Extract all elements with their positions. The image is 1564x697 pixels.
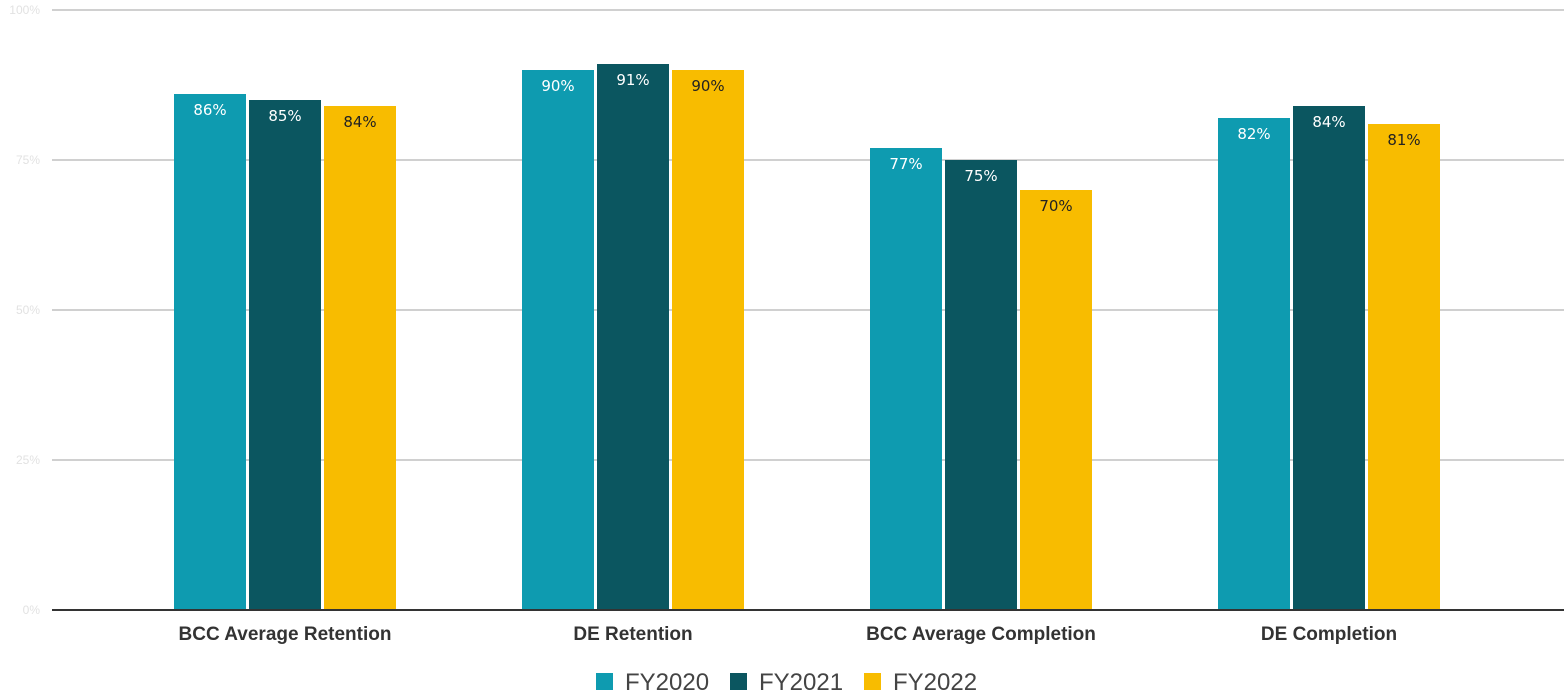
- data-label: 90%: [691, 77, 724, 95]
- x-category-label: BCC Average Completion: [866, 624, 1096, 645]
- legend-label: FY2022: [893, 669, 977, 696]
- data-label: 82%: [1237, 125, 1270, 143]
- bar-fy2021-3: [945, 160, 1017, 610]
- data-label: 81%: [1387, 131, 1420, 149]
- y-tick-label: 75%: [16, 153, 40, 167]
- bar-fy2021-2: [597, 64, 669, 610]
- legend-label: FY2021: [759, 669, 843, 696]
- data-label: 84%: [1312, 113, 1345, 131]
- x-axis-categories: BCC Average Retention DE Retention BCC Ave…: [179, 624, 1398, 645]
- bar-fy2022-2: [672, 70, 744, 610]
- data-label: 84%: [343, 113, 376, 131]
- y-tick-label: 0%: [23, 603, 41, 617]
- bar-fy2021-1: [249, 100, 321, 610]
- data-label: 77%: [889, 155, 922, 173]
- x-category-label: DE Retention: [573, 624, 692, 645]
- bar-fy2020-2: [522, 70, 594, 610]
- x-category-label: DE Completion: [1261, 624, 1397, 645]
- y-axis-ticks: 0% 25% 50% 75% 100%: [9, 3, 40, 617]
- bar-fy2022-3: [1020, 190, 1092, 610]
- data-label: 86%: [193, 101, 226, 119]
- legend: FY2020 FY2021 FY2022: [596, 669, 977, 696]
- data-label: 85%: [268, 107, 301, 125]
- data-labels: 86% 85% 84% 90% 91% 90% 77% 75% 70% 82% 84% 81%: [193, 71, 1420, 215]
- bar-fy2020-1: [174, 94, 246, 610]
- data-label: 91%: [616, 71, 649, 89]
- bar-fy2022-1: [324, 106, 396, 610]
- y-tick-label: 50%: [16, 303, 40, 317]
- legend-label: FY2020: [625, 669, 709, 696]
- bar-fy2022-4: [1368, 124, 1440, 610]
- legend-swatch-fy2020: [596, 673, 613, 690]
- data-label: 70%: [1039, 197, 1072, 215]
- data-label: 75%: [964, 167, 997, 185]
- y-tick-label: 100%: [9, 3, 40, 17]
- legend-swatch-fy2022: [864, 673, 881, 690]
- bars: [174, 64, 1440, 610]
- data-label: 90%: [541, 77, 574, 95]
- bar-fy2020-4: [1218, 118, 1290, 610]
- legend-swatch-fy2021: [730, 673, 747, 690]
- bar-fy2021-4: [1293, 106, 1365, 610]
- bar-fy2020-3: [870, 148, 942, 610]
- y-tick-label: 25%: [16, 453, 40, 467]
- x-category-label: BCC Average Retention: [179, 624, 392, 645]
